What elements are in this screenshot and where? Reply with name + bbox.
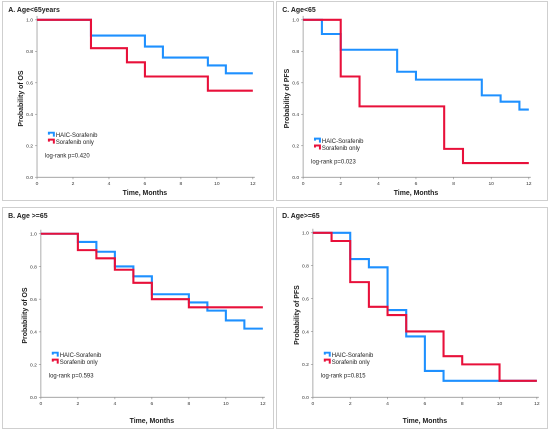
legend-swatch: [47, 138, 55, 144]
log-rank-annotation: log-rank p=0.815: [321, 373, 366, 379]
x-tick-label: 6: [424, 401, 427, 407]
x-tick-label: 0: [36, 181, 39, 187]
x-tick-label: 10: [497, 401, 503, 407]
km-chart-svg: B. Age >=65 0.0 0.2 0.4 0.6 0.8 1.0 0 2 4 6 8 10 12 Ti…: [8, 213, 266, 425]
y-tick-label: 0.8: [26, 49, 33, 55]
y-tick-label: 1.0: [26, 18, 33, 24]
y-tick-label: 0.0: [292, 175, 299, 181]
chart-panel-b: B. Age >=65 0.0 0.2 0.4 0.6 0.8 1.0 0 2 4 6 8 10 12 Ti…: [2, 207, 274, 429]
y-axis-label: Probability of OS: [18, 70, 25, 127]
legend-swatch: [323, 351, 331, 357]
chart-panel-a: A. Age<65years 0.0 0.2 0.4 0.6 0.8 1.0 0 2 4 6 8 10 1…: [2, 1, 274, 201]
x-tick-label: 4: [386, 401, 389, 407]
log-rank-annotation: log-rank p=0.420: [45, 153, 90, 159]
x-tick-label: 8: [452, 181, 455, 187]
series-haic-sorafenib-line: [40, 232, 263, 330]
y-axis-label: Probability of OS: [22, 287, 29, 344]
legend-label: HAIC-Sorafenib: [60, 353, 102, 359]
legend-label: Sorafenib only: [322, 146, 360, 152]
y-tick-label: 0.2: [30, 362, 37, 368]
legend-label: Sorafenib only: [332, 360, 370, 366]
series-sorafenib-only-line: [312, 231, 537, 382]
y-tick-label: 0.8: [292, 49, 299, 55]
legend-label: HAIC-Sorafenib: [332, 353, 374, 359]
x-tick-label: 8: [187, 401, 190, 407]
series-sorafenib-only-line: [40, 232, 263, 309]
series-sorafenib-only-line: [303, 18, 529, 165]
series-haic-sorafenib-line: [303, 18, 529, 111]
x-tick-label: 0: [312, 401, 315, 407]
x-tick-label: 12: [526, 181, 532, 187]
y-tick-label: 0.2: [292, 144, 299, 150]
y-tick-label: 1.0: [292, 18, 299, 24]
x-tick-label: 0: [302, 181, 305, 187]
legend-swatch: [323, 358, 331, 364]
x-axis-label: Time, Months: [394, 190, 439, 197]
chart-title: D. Age>=65: [282, 213, 320, 220]
legend-swatch: [47, 131, 55, 137]
km-chart-svg: D. Age>=65 0.0 0.2 0.4 0.6 0.8 1.0 0 2 4 6 8 10 12 Tim…: [282, 213, 540, 425]
x-tick-label: 4: [114, 401, 117, 407]
x-tick-label: 0: [40, 401, 43, 407]
y-tick-label: 1.0: [302, 231, 309, 237]
km-chart-svg: C. Age<65 0.0 0.2 0.4 0.6 0.8 1.0 0 2 4 6 8 10 12 Time…: [282, 7, 532, 197]
legend-label: Sorafenib only: [56, 140, 94, 146]
km-chart-svg: A. Age<65years 0.0 0.2 0.4 0.6 0.8 1.0 0 2 4 6 8 10 1…: [8, 7, 256, 197]
chart-title: C. Age<65: [282, 7, 316, 14]
x-tick-label: 2: [349, 401, 352, 407]
log-rank-annotation: log-rank p=0.593: [49, 373, 94, 379]
x-tick-label: 12: [250, 181, 256, 187]
chart-panel-c: C. Age<65 0.0 0.2 0.4 0.6 0.8 1.0 0 2 4 6 8 10 12 Time…: [276, 1, 548, 201]
y-tick-label: 0.8: [302, 263, 309, 269]
legend-swatch: [313, 137, 321, 143]
y-tick-label: 1.0: [30, 232, 37, 238]
x-tick-label: 12: [534, 401, 540, 407]
legend-swatch: [51, 358, 59, 364]
y-tick-label: 0.6: [30, 297, 37, 303]
y-tick-label: 0.6: [292, 81, 299, 87]
x-tick-label: 2: [77, 401, 80, 407]
y-tick-label: 0.4: [26, 112, 33, 118]
chart-title: B. Age >=65: [8, 213, 48, 220]
x-tick-label: 4: [108, 181, 111, 187]
y-tick-label: 0.0: [302, 395, 309, 401]
y-axis-label: Probability of PFS: [284, 68, 291, 128]
y-tick-label: 0.6: [26, 81, 33, 87]
y-axis-label: Probability of PFS: [294, 285, 301, 345]
y-tick-label: 0.4: [30, 330, 37, 336]
x-tick-label: 6: [144, 181, 147, 187]
y-tick-label: 0.2: [302, 362, 309, 368]
legend-label: HAIC-Sorafenib: [322, 139, 364, 145]
chart-panel-d: D. Age>=65 0.0 0.2 0.4 0.6 0.8 1.0 0 2 4 6 8 10 12 Tim…: [276, 207, 548, 429]
y-tick-label: 0.2: [26, 144, 33, 150]
x-axis-label: Time, Months: [123, 190, 168, 197]
x-tick-label: 8: [461, 401, 464, 407]
chart-title: A. Age<65years: [8, 7, 60, 14]
series-sorafenib-only-line: [37, 18, 253, 92]
x-tick-label: 12: [260, 401, 266, 407]
x-axis-label: Time, Months: [403, 418, 448, 425]
x-axis-label: Time, Months: [130, 418, 175, 425]
x-tick-label: 2: [72, 181, 75, 187]
y-tick-label: 0.6: [302, 296, 309, 302]
legend-label: Sorafenib only: [60, 360, 98, 366]
y-tick-label: 0.4: [292, 112, 299, 118]
y-tick-label: 0.8: [30, 264, 37, 270]
x-tick-label: 2: [339, 181, 342, 187]
x-tick-label: 6: [415, 181, 418, 187]
legend-label: HAIC-Sorafenib: [56, 133, 98, 139]
x-tick-label: 4: [377, 181, 380, 187]
series-haic-sorafenib-line: [312, 231, 537, 382]
y-tick-label: 0.0: [30, 395, 37, 401]
x-tick-label: 10: [223, 401, 229, 407]
x-tick-label: 10: [488, 181, 494, 187]
y-tick-label: 0.0: [26, 175, 33, 181]
x-tick-label: 10: [214, 181, 220, 187]
y-tick-label: 0.4: [302, 329, 309, 335]
legend-swatch: [51, 351, 59, 357]
x-tick-label: 6: [150, 401, 153, 407]
log-rank-annotation: log-rank p=0.023: [311, 159, 356, 165]
legend-swatch: [313, 144, 321, 150]
x-tick-label: 8: [180, 181, 183, 187]
